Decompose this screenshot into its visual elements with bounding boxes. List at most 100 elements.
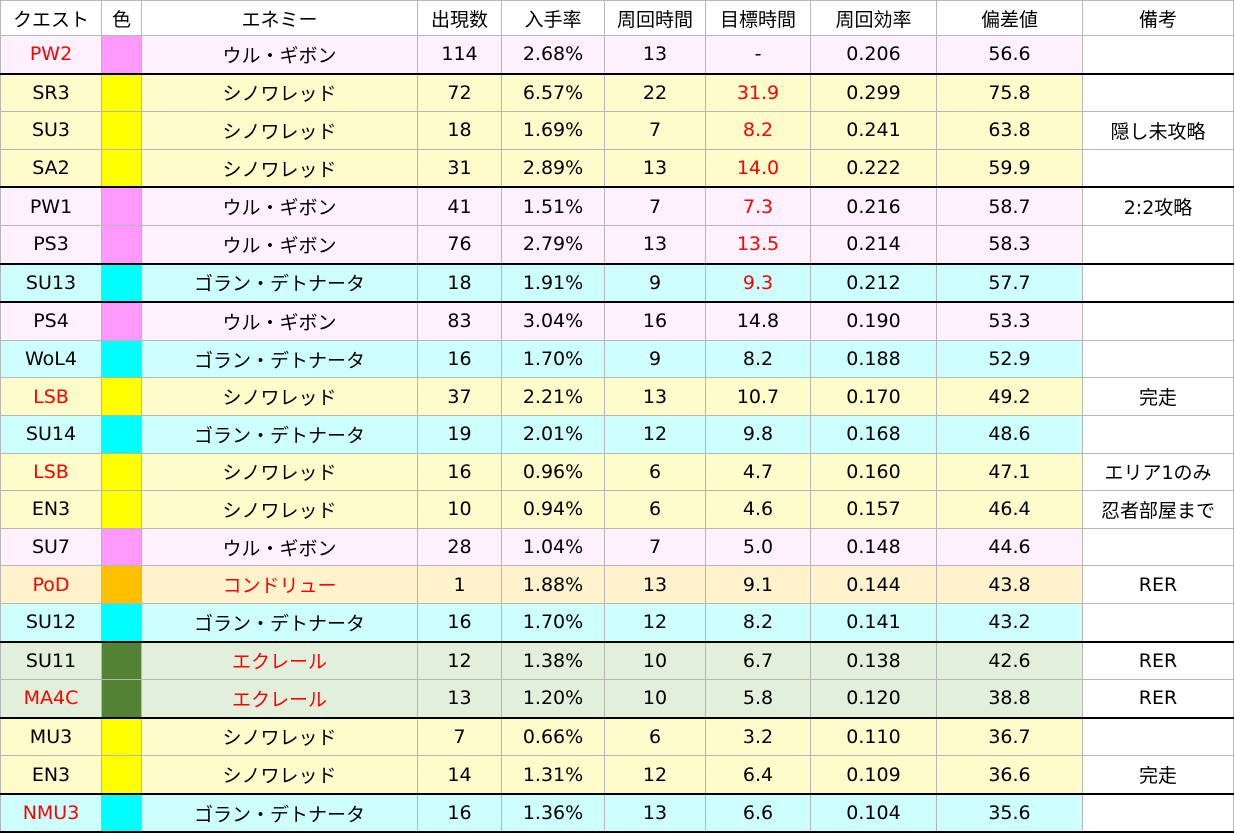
count-cell[interactable]: 19 xyxy=(417,414,502,454)
lap-time-cell[interactable]: 13 xyxy=(604,792,706,833)
quest-cell[interactable]: SU11 xyxy=(0,640,102,681)
target-time-cell[interactable]: 3.2 xyxy=(705,716,811,757)
enemy-cell[interactable]: ウル・ギボン xyxy=(141,34,418,75)
note-cell[interactable]: RER xyxy=(1082,565,1234,604)
rate-cell[interactable]: 1.38% xyxy=(501,640,605,681)
deviation-cell[interactable]: 57.7 xyxy=(936,262,1083,303)
efficiency-cell[interactable]: 0.170 xyxy=(810,377,937,416)
efficiency-cell[interactable]: 0.212 xyxy=(810,262,937,303)
efficiency-cell[interactable]: 0.160 xyxy=(810,452,937,492)
note-cell[interactable]: RER xyxy=(1082,679,1234,719)
header-efficiency[interactable]: 周回効率 xyxy=(810,0,937,36)
rate-cell[interactable]: 0.66% xyxy=(501,716,605,757)
note-cell[interactable] xyxy=(1082,716,1234,757)
target-time-cell[interactable]: 10.7 xyxy=(705,377,811,416)
lap-time-cell[interactable]: 9 xyxy=(604,339,706,379)
note-cell[interactable] xyxy=(1082,262,1234,303)
enemy-cell[interactable]: コンドリュー xyxy=(141,565,418,604)
note-cell[interactable]: エリア1のみ xyxy=(1082,452,1234,492)
count-cell[interactable]: 13 xyxy=(417,679,502,719)
quest-cell[interactable]: SU3 xyxy=(0,111,102,150)
count-cell[interactable]: 31 xyxy=(417,148,502,188)
deviation-cell[interactable]: 48.6 xyxy=(936,414,1083,454)
quest-cell[interactable]: MU3 xyxy=(0,716,102,757)
enemy-cell[interactable]: シノワレッド xyxy=(141,755,418,795)
rate-cell[interactable]: 2.21% xyxy=(501,377,605,416)
quest-cell[interactable]: SU7 xyxy=(0,527,102,567)
rate-cell[interactable]: 6.57% xyxy=(501,72,605,113)
enemy-cell[interactable]: シノワレッド xyxy=(141,490,418,529)
lap-time-cell[interactable]: 12 xyxy=(604,755,706,795)
color-swatch[interactable] xyxy=(101,490,142,529)
lap-time-cell[interactable]: 6 xyxy=(604,490,706,529)
efficiency-cell[interactable]: 0.168 xyxy=(810,414,937,454)
rate-cell[interactable]: 1.88% xyxy=(501,565,605,604)
lap-time-cell[interactable]: 12 xyxy=(604,602,706,643)
enemy-cell[interactable]: シノワレッド xyxy=(141,111,418,150)
enemy-cell[interactable]: エクレール xyxy=(141,679,418,719)
color-swatch[interactable] xyxy=(101,339,142,379)
quest-cell[interactable]: WoL4 xyxy=(0,339,102,379)
rate-cell[interactable]: 1.31% xyxy=(501,755,605,795)
quest-cell[interactable]: NMU3 xyxy=(0,792,102,833)
deviation-cell[interactable]: 53.3 xyxy=(936,301,1083,341)
target-time-cell[interactable]: 4.6 xyxy=(705,490,811,529)
quest-cell[interactable]: PW2 xyxy=(0,34,102,75)
deviation-cell[interactable]: 42.6 xyxy=(936,640,1083,681)
quest-cell[interactable]: EN3 xyxy=(0,490,102,529)
lap-time-cell[interactable]: 16 xyxy=(604,301,706,341)
target-time-cell[interactable]: 5.0 xyxy=(705,527,811,567)
target-time-cell[interactable]: 8.2 xyxy=(705,339,811,379)
target-time-cell[interactable]: 8.2 xyxy=(705,111,811,150)
deviation-cell[interactable]: 36.7 xyxy=(936,716,1083,757)
header-target-time[interactable]: 目標時間 xyxy=(705,0,811,36)
enemy-cell[interactable]: シノワレッド xyxy=(141,72,418,113)
color-swatch[interactable] xyxy=(101,565,142,604)
header-lap-time[interactable]: 周回時間 xyxy=(604,0,706,36)
count-cell[interactable]: 16 xyxy=(417,339,502,379)
enemy-cell[interactable]: ゴラン・デトナータ xyxy=(141,339,418,379)
note-cell[interactable] xyxy=(1082,34,1234,75)
lap-time-cell[interactable]: 13 xyxy=(604,565,706,604)
rate-cell[interactable]: 1.91% xyxy=(501,262,605,303)
header-quest[interactable]: クエスト xyxy=(0,0,102,36)
deviation-cell[interactable]: 58.7 xyxy=(936,186,1083,226)
color-swatch[interactable] xyxy=(101,452,142,492)
count-cell[interactable]: 1 xyxy=(417,565,502,604)
target-time-cell[interactable]: 31.9 xyxy=(705,72,811,113)
color-swatch[interactable] xyxy=(101,148,142,188)
header-notes[interactable]: 備考 xyxy=(1082,0,1234,36)
target-time-cell[interactable]: 9.1 xyxy=(705,565,811,604)
color-swatch[interactable] xyxy=(101,34,142,75)
efficiency-cell[interactable]: 0.104 xyxy=(810,792,937,833)
lap-time-cell[interactable]: 7 xyxy=(604,527,706,567)
enemy-cell[interactable]: ゴラン・デトナータ xyxy=(141,262,418,303)
header-color[interactable]: 色 xyxy=(101,0,142,36)
color-swatch[interactable] xyxy=(101,111,142,150)
note-cell[interactable] xyxy=(1082,301,1234,341)
lap-time-cell[interactable]: 10 xyxy=(604,679,706,719)
color-swatch[interactable] xyxy=(101,377,142,416)
deviation-cell[interactable]: 43.2 xyxy=(936,602,1083,643)
rate-cell[interactable]: 1.70% xyxy=(501,339,605,379)
quest-cell[interactable]: SU14 xyxy=(0,414,102,454)
target-time-cell[interactable]: 7.3 xyxy=(705,186,811,226)
deviation-cell[interactable]: 36.6 xyxy=(936,755,1083,795)
count-cell[interactable]: 10 xyxy=(417,490,502,529)
rate-cell[interactable]: 1.20% xyxy=(501,679,605,719)
note-cell[interactable] xyxy=(1082,72,1234,113)
deviation-cell[interactable]: 44.6 xyxy=(936,527,1083,567)
deviation-cell[interactable]: 63.8 xyxy=(936,111,1083,150)
rate-cell[interactable]: 1.36% xyxy=(501,792,605,833)
rate-cell[interactable]: 2.89% xyxy=(501,148,605,188)
enemy-cell[interactable]: ゴラン・デトナータ xyxy=(141,414,418,454)
enemy-cell[interactable]: ウル・ギボン xyxy=(141,301,418,341)
note-cell[interactable]: 完走 xyxy=(1082,377,1234,416)
efficiency-cell[interactable]: 0.241 xyxy=(810,111,937,150)
lap-time-cell[interactable]: 13 xyxy=(604,34,706,75)
lap-time-cell[interactable]: 13 xyxy=(604,377,706,416)
note-cell[interactable]: 忍者部屋まで xyxy=(1082,490,1234,529)
quest-cell[interactable]: PoD xyxy=(0,565,102,604)
deviation-cell[interactable]: 49.2 xyxy=(936,377,1083,416)
count-cell[interactable]: 14 xyxy=(417,755,502,795)
